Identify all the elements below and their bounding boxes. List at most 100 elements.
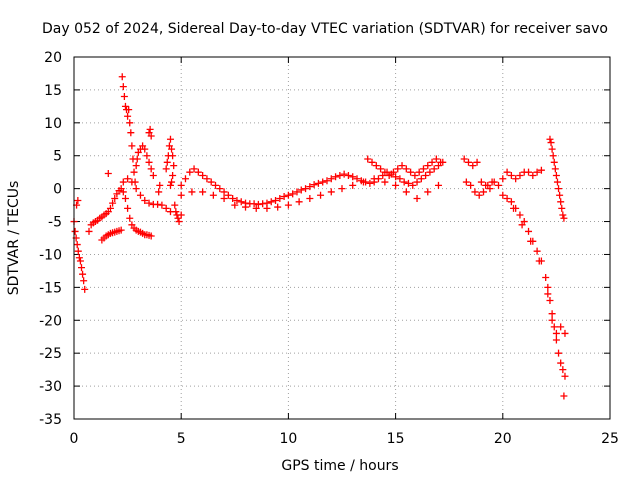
data-point — [503, 168, 511, 176]
data-point — [174, 214, 182, 222]
data-point — [163, 158, 171, 166]
data-point — [75, 254, 83, 262]
x-tick-label: 5 — [177, 431, 186, 447]
data-point — [170, 162, 178, 170]
data-point — [437, 158, 445, 166]
data-point — [366, 179, 374, 187]
data-point — [194, 168, 202, 176]
data-point — [302, 185, 310, 193]
data-point — [177, 211, 185, 219]
data-point — [130, 168, 138, 176]
data-point — [424, 188, 432, 196]
data-point — [106, 204, 114, 212]
y-tick-label: -20 — [39, 313, 62, 329]
series-segment_20 — [495, 166, 545, 189]
series-burst_4_5 — [162, 135, 185, 226]
data-point — [317, 191, 325, 199]
data-point — [177, 181, 185, 189]
data-point — [389, 168, 397, 176]
data-point — [381, 178, 389, 186]
data-point — [124, 112, 132, 120]
data-point — [349, 181, 357, 189]
data-point — [216, 185, 224, 193]
data-point — [118, 73, 126, 81]
data-point — [119, 83, 127, 91]
data-point — [409, 181, 417, 189]
data-point — [254, 200, 262, 208]
data-point — [327, 188, 335, 196]
data-point — [471, 188, 479, 196]
data-point — [119, 178, 127, 186]
data-point — [484, 181, 492, 189]
data-point — [535, 257, 543, 265]
data-point — [525, 168, 533, 176]
data-point — [74, 196, 82, 204]
data-point — [85, 227, 93, 235]
data-point — [349, 173, 357, 181]
data-point — [209, 191, 217, 199]
data-point — [284, 191, 292, 199]
data-point — [533, 247, 541, 255]
data-point — [370, 175, 378, 183]
data-point — [469, 162, 477, 170]
data-point — [121, 195, 129, 203]
data-point — [490, 178, 498, 186]
data-point — [297, 186, 305, 194]
data-point — [499, 191, 507, 199]
x-tick-label: 25 — [601, 431, 619, 447]
data-point — [473, 158, 481, 166]
data-point — [121, 102, 129, 110]
data-point — [415, 168, 423, 176]
data-point — [166, 135, 174, 143]
data-point — [381, 168, 389, 176]
data-point — [306, 195, 314, 203]
data-point — [402, 188, 410, 196]
data-point — [480, 188, 488, 196]
data-point — [127, 129, 135, 137]
data-point — [145, 158, 153, 166]
data-point — [464, 158, 472, 166]
y-tick-label: -15 — [39, 280, 62, 296]
data-point — [417, 175, 425, 183]
data-point — [552, 329, 560, 337]
data-point — [156, 181, 164, 189]
data-point — [557, 323, 565, 331]
data-point — [392, 181, 400, 189]
x-tick-label: 10 — [279, 431, 297, 447]
data-point — [136, 191, 144, 199]
data-point — [149, 171, 157, 179]
y-tick-label: -5 — [48, 215, 62, 231]
data-point — [544, 283, 552, 291]
data-point — [259, 200, 267, 208]
data-point — [158, 201, 166, 209]
data-point — [552, 171, 560, 179]
plot-frame — [73, 56, 611, 420]
data-point — [128, 142, 136, 150]
y-tick-labels: -35 -30 -25 -20 -15 -10 -5 0 5 10 15 20 — [39, 50, 62, 428]
data-point — [169, 152, 177, 160]
data-point — [79, 270, 87, 278]
data-point — [529, 171, 537, 179]
data-point — [155, 188, 163, 196]
data-point — [561, 372, 569, 380]
data-point — [533, 168, 541, 176]
data-point — [289, 190, 297, 198]
data-point — [188, 188, 196, 196]
data-point — [537, 166, 545, 174]
data-point — [432, 155, 440, 163]
data-point — [548, 316, 556, 324]
data-point — [73, 241, 81, 249]
data-point — [250, 200, 258, 208]
data-point — [392, 173, 400, 181]
data-point — [551, 165, 559, 173]
data-point — [516, 171, 524, 179]
data-point — [76, 257, 84, 265]
data-point — [404, 179, 412, 187]
x-tick-label: 20 — [494, 431, 512, 447]
data-point — [263, 204, 271, 212]
data-point — [280, 193, 288, 201]
data-point — [340, 170, 348, 178]
data-point — [177, 191, 185, 199]
data-point — [359, 178, 367, 186]
data-point — [344, 171, 352, 179]
